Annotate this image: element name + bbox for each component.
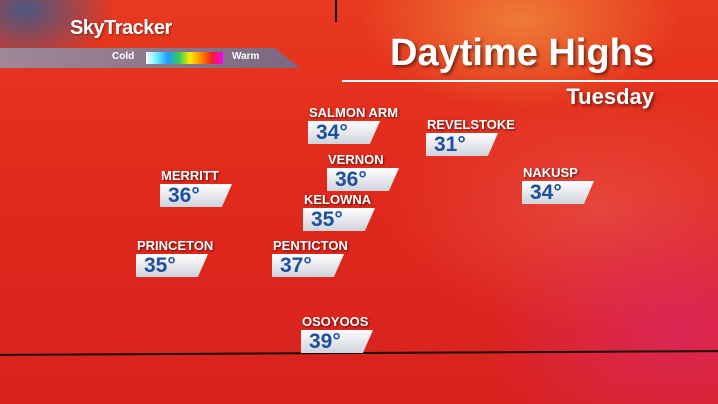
- city-penticton: PENTICTON 37°: [272, 238, 348, 277]
- city-name: PENTICTON: [273, 238, 348, 253]
- city-osoyoos: OSOYOOS 39°: [301, 314, 373, 353]
- legend-warm: Warm: [232, 51, 260, 62]
- city-temp: 31°: [426, 133, 498, 156]
- city-name: SALMON ARM: [309, 105, 399, 120]
- city-temp: 36°: [160, 184, 232, 207]
- city-name: MERRITT: [161, 168, 219, 183]
- city-name: KELOWNA: [304, 192, 372, 207]
- city-nakusp: NAKUSP 34°: [522, 165, 594, 204]
- city-princeton: PRINCETON 35°: [136, 238, 213, 277]
- legend-color-bar: [146, 52, 223, 64]
- city-temp: 36°: [327, 168, 399, 191]
- city-temp: 37°: [272, 254, 344, 277]
- city-salmon-arm: SALMON ARM 34°: [308, 105, 398, 144]
- city-vernon: VERNON 36°: [327, 152, 399, 191]
- skytracker-logo: SkyTracker: [70, 17, 172, 39]
- city-temp: 35°: [136, 254, 208, 277]
- city-name: NAKUSP: [523, 165, 578, 180]
- day-label: Tuesday: [566, 84, 654, 109]
- city-name: PRINCETON: [137, 238, 214, 253]
- city-temp: 39°: [301, 330, 373, 353]
- city-temp: 34°: [522, 181, 594, 204]
- legend-cold: Cold: [112, 51, 135, 62]
- city-temp: 35°: [303, 208, 375, 231]
- page-title: Daytime Highs: [390, 32, 654, 74]
- border-line: [335, 0, 337, 22]
- city-merritt: MERRITT 36°: [160, 168, 232, 207]
- city-kelowna: KELOWNA 35°: [303, 192, 375, 231]
- temperature-legend: Cold Warm: [0, 48, 300, 68]
- title-divider: [342, 80, 718, 82]
- city-name: VERNON: [328, 152, 384, 167]
- city-name: REVELSTOKE: [427, 117, 515, 132]
- city-revelstoke: REVELSTOKE 31°: [426, 117, 515, 156]
- city-temp: 34°: [308, 121, 380, 144]
- city-name: OSOYOOS: [302, 314, 369, 329]
